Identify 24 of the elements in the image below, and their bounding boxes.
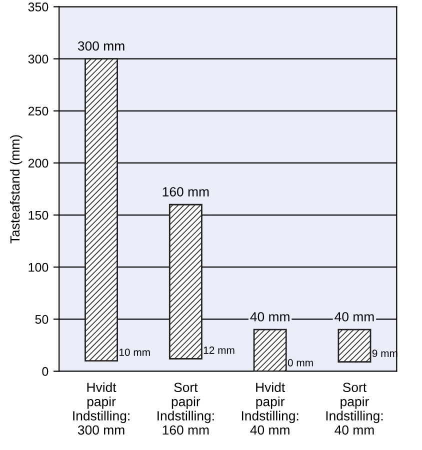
data-label: 300 mm <box>78 41 124 51</box>
annotation: 0 mm <box>288 359 313 366</box>
bar <box>168 204 202 360</box>
bar <box>338 328 372 363</box>
y-tick-label: 50 <box>35 314 48 324</box>
y-tick-label: 300 <box>28 54 48 64</box>
data-label: 40 mm <box>334 312 374 322</box>
annotation: 10 mm <box>120 348 150 356</box>
x-tick-label: Hvidt papir Indstilling: 300 mm <box>73 382 130 435</box>
x-tick-label: Sort papir Indstilling: 40 mm <box>326 382 383 435</box>
y-tick-label: 0 <box>42 367 48 376</box>
annotation: 12 mm <box>204 346 234 354</box>
data-label: 40 mm <box>250 312 290 322</box>
y-axis-title: Tasteafstand (mm) <box>10 135 22 244</box>
bar <box>253 328 287 372</box>
y-tick-label: 350 <box>28 2 48 12</box>
y-tick-label: 100 <box>28 262 48 272</box>
y-tick-label: 150 <box>28 210 48 220</box>
x-tick-label: Sort papir Indstilling: 160 mm <box>158 382 214 435</box>
bar <box>84 58 118 362</box>
data-label: 160 mm <box>162 187 209 196</box>
y-tick-label: 250 <box>28 106 48 116</box>
x-tick-label: Hvidt papir Indstilling: 40 mm <box>242 382 298 435</box>
y-tick-label: 200 <box>28 158 48 168</box>
